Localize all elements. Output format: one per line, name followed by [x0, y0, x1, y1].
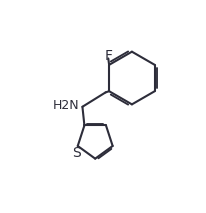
- Text: F: F: [104, 49, 112, 63]
- Text: S: S: [73, 146, 81, 160]
- Text: H2N: H2N: [53, 99, 79, 112]
